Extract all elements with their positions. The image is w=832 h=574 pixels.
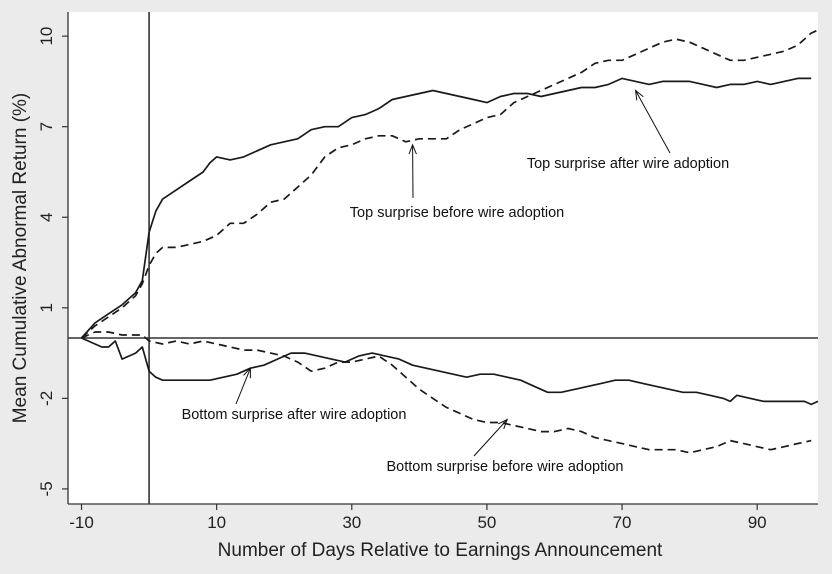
annotation-arrowhead xyxy=(497,418,509,430)
annotation-layer: Top surprise after wire adoption Top surp… xyxy=(182,89,729,475)
x-tick-label: 50 xyxy=(477,513,496,532)
annotation-arrowhead xyxy=(634,89,644,101)
y-tick-label: 1 xyxy=(37,303,56,312)
y-axis-title: Mean Cumulative Abnormal Return (%) xyxy=(10,93,31,424)
x-tick-label: 70 xyxy=(613,513,632,532)
y-tick-label: 10 xyxy=(37,27,56,46)
y-tick-label: -5 xyxy=(37,481,56,496)
plot-area xyxy=(68,12,818,504)
annotation-arrow xyxy=(473,419,508,457)
reference-lines xyxy=(68,12,818,504)
series-line-4 xyxy=(81,331,812,454)
y-tick-label: 4 xyxy=(37,213,56,222)
axes-layer: -5 -2 1 4 7 10 -10 10 30 50 70 90 xyxy=(37,12,818,532)
annotation-arrow xyxy=(635,90,671,154)
y-tick-label: -2 xyxy=(37,391,56,406)
x-tick-label: -10 xyxy=(69,513,94,532)
x-tick-label: 30 xyxy=(342,513,361,532)
y-tick-label: 7 xyxy=(37,122,56,131)
series-layer xyxy=(80,29,819,454)
annotation-label: Bottom surprise after wire adoption xyxy=(182,407,407,423)
annotation-label: Top surprise after wire adoption xyxy=(527,156,729,172)
annotation-label: Top surprise before wire adoption xyxy=(350,205,564,221)
annotation-label: Bottom surprise before wire adoption xyxy=(387,459,624,475)
annotation-arrowhead xyxy=(243,366,251,379)
annotation-arrow xyxy=(235,367,251,405)
series-line-2 xyxy=(80,29,819,339)
annotation-arrowhead xyxy=(408,143,417,155)
x-tick-label: 90 xyxy=(748,513,767,532)
series-line-3 xyxy=(81,337,819,406)
x-axis-title: Number of Days Relative to Earnings Anno… xyxy=(218,540,663,561)
series-line-1 xyxy=(80,77,812,339)
x-tick-label: 10 xyxy=(207,513,226,532)
